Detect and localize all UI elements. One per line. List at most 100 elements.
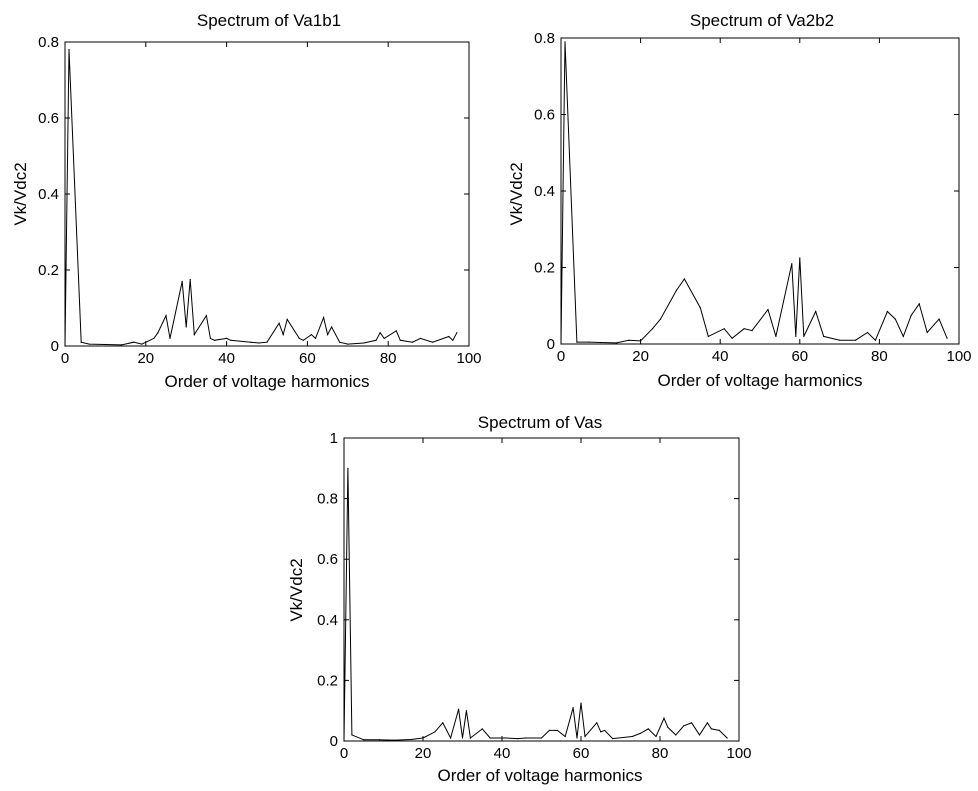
chart-va2b2-ylabel: Vk/Vdc2 [507, 162, 526, 225]
chart-va1b1-point [347, 343, 349, 345]
chart-va1b1-point [250, 341, 252, 343]
chart-vas-ytick-label: 1 [330, 430, 338, 447]
chart-va2b2-point [839, 339, 841, 341]
chart-va2b2-ytick-label: 0.4 [534, 183, 555, 200]
chart-vas-point [726, 737, 728, 739]
chart-va1b1-point [181, 280, 183, 282]
chart-va2b2-point [751, 330, 753, 332]
chart-vas-point [718, 729, 720, 731]
chart-va1b1-point [141, 343, 143, 345]
chart-va2b2-point [791, 263, 793, 265]
chart-va2b2-point [576, 341, 578, 343]
chart-vas-point [698, 734, 701, 736]
chart-va1b1-point [432, 341, 434, 343]
chart-va1b1-xtick-label: 20 [137, 350, 154, 367]
chart-va1b1-point [399, 339, 401, 341]
chart-va1b1-point [226, 337, 228, 339]
chart-va1b1-point [278, 322, 280, 324]
chart-vas-xtick-label: 20 [415, 745, 432, 762]
chart-va1b1-xlabel: Order of voltage harmonics [164, 372, 369, 391]
chart-va1b1-point [80, 341, 82, 343]
chart-vas-point [457, 708, 460, 710]
chart-va2b2-point [731, 337, 733, 339]
chart-vas-point [683, 725, 685, 727]
chart-vas-xtick-label: 40 [494, 745, 511, 762]
chart-va1b1-point [452, 339, 454, 341]
chart-vas-point [710, 728, 712, 730]
chart-va2b2-xtick-label: 40 [712, 348, 729, 365]
chart-va2b2-point [723, 328, 725, 330]
chart-va1b1-point [322, 316, 325, 319]
chart-va2b2-point [775, 335, 777, 337]
chart-va1b1-point [395, 330, 397, 332]
chart-vas-point [600, 731, 602, 733]
chart-va1b1-point [165, 315, 167, 317]
chart-va2b2-point [699, 307, 701, 309]
chart-va1b1-ytick-label: 0 [51, 338, 59, 355]
chart-va2b2-point [675, 289, 678, 292]
chart-va2b2-ytick-label: 0.8 [534, 30, 555, 47]
chart-va1b1-point [363, 342, 365, 344]
chart-va1b1-xtick-label: 0 [61, 350, 69, 367]
chart-va1b1-point [456, 332, 458, 334]
chart-vas-point [517, 737, 519, 740]
chart-vas-xtick-label: 0 [340, 745, 348, 762]
chart-vas-point [461, 737, 464, 739]
chart-vas-point [576, 737, 578, 739]
chart-va2b2-point [918, 303, 920, 305]
chart-va1b1-point [104, 343, 106, 346]
chart-vas-xtick-label: 100 [726, 745, 751, 762]
chart-vas-point [410, 738, 412, 741]
chart-vas-point [612, 737, 614, 740]
chart-vas-point [572, 707, 574, 709]
chart-vas-point [450, 737, 452, 739]
chart-va2b2-point [886, 310, 888, 313]
chart-vas-point [481, 728, 483, 730]
chart-va2b2-ytick-label: 0.2 [534, 260, 555, 277]
chart-va1b1: Spectrum of Va1b1 0 20 40 60 80 100 0 0.2 0.4 0.6… [11, 11, 482, 391]
chart-va1b1-point [133, 341, 135, 343]
chart-vas-point [540, 737, 543, 739]
chart-va2b2-point [616, 342, 618, 344]
chart-vas-point [639, 732, 641, 735]
chart-va2b2-xtick-label: 20 [632, 348, 649, 365]
chart-va1b1-point [331, 326, 333, 328]
chart-va2b2-ytick-label: 0.6 [534, 107, 555, 124]
chart-va2b2-point [707, 335, 709, 337]
chart-va1b1-series-line [64, 49, 458, 347]
chart-va1b1-point [298, 337, 300, 339]
chart-va2b2-point [659, 318, 662, 320]
chart-vas-point [663, 717, 665, 719]
chart-vas-point [351, 734, 353, 736]
chart-va2b2-point [560, 343, 562, 345]
chart-va1b1-point [120, 344, 123, 346]
chart-va1b1-point [379, 332, 381, 334]
chart-vas-point [655, 735, 657, 738]
chart-va2b2-point [743, 328, 745, 330]
chart-vas-ylabel: Vk/Vdc2 [287, 558, 306, 621]
chart-va1b1-point [310, 334, 313, 336]
chart-vas-marks [343, 467, 728, 742]
chart-vas-point [422, 737, 424, 739]
chart-va1b1-xtick-label: 40 [218, 350, 235, 367]
chart-vas-point [434, 731, 436, 733]
chart-va2b2-point [683, 278, 685, 280]
chart-va1b1-point [185, 326, 187, 328]
chart-va2b2-point [910, 314, 912, 316]
chart-vas-ytick-label: 0.8 [317, 491, 338, 508]
chart-va1b1-marks [64, 49, 458, 347]
chart-va1b1-ticks: 0 20 40 60 80 100 0 0.2 0.4 0.6 0.8 [38, 34, 481, 367]
chart-va1b1-point [375, 339, 377, 341]
chart-va1b1-ytick-label: 0.8 [38, 34, 59, 51]
chart-va2b2-series-line [560, 41, 948, 345]
chart-vas-point [548, 729, 551, 731]
chart-vas-point [442, 722, 444, 724]
chart-va2b2-point [866, 331, 869, 334]
chart-va2b2-point [815, 310, 817, 313]
chart-va2b2-point [628, 339, 630, 341]
chart-va2b2-point [588, 341, 590, 343]
chart-va1b1-point [205, 315, 207, 317]
chart-va1b1-point [339, 341, 341, 343]
chart-vas-point [465, 710, 468, 712]
chart-vas-series-line [343, 468, 728, 742]
